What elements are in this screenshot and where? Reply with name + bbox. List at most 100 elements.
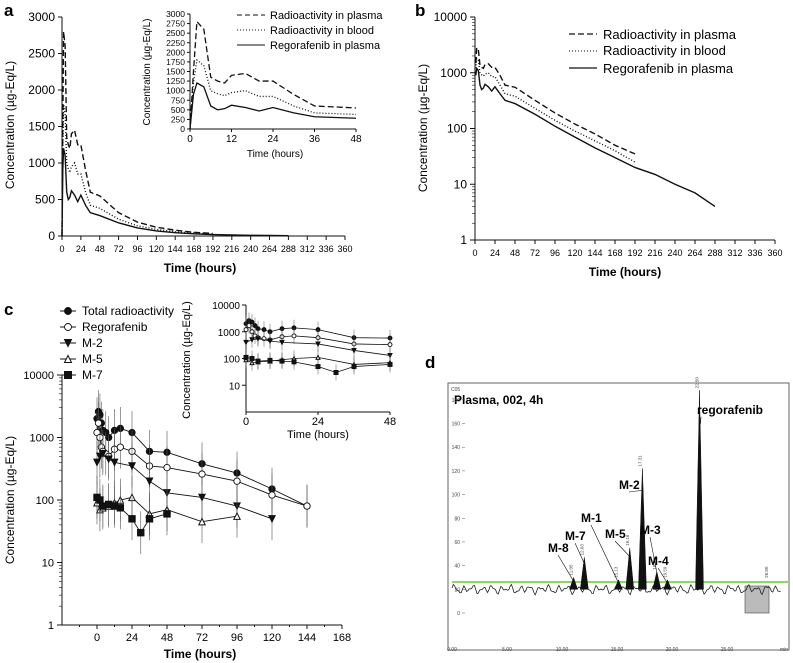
x-tick-label: 48 (510, 248, 520, 258)
panel-c-xlabel: Time (hours) (164, 647, 236, 661)
data-point (92, 458, 102, 467)
peak-leader-line (657, 567, 669, 585)
legend-c-m5-label: M-5 (82, 352, 103, 366)
inset-y-tick-label: 2250 (166, 38, 185, 48)
data-point (104, 455, 113, 464)
peak-M-3 (652, 571, 662, 590)
data-point (163, 463, 171, 472)
inset-data-point (315, 364, 321, 370)
y-tick-label: 500 (35, 193, 55, 207)
x-tick-label: 72 (114, 244, 124, 254)
data-point (116, 504, 125, 512)
inset-y-tick-label: 2500 (166, 28, 185, 38)
inset-y-tick-label: 1250 (166, 76, 185, 86)
x-tick-label: 240 (243, 244, 258, 254)
x-tick-label: 120 (567, 248, 582, 258)
inset-data-point (351, 347, 357, 354)
legend-b-plasma-label: Radioactivity in plasma (603, 27, 737, 42)
y-tick-label: 1000 (440, 66, 467, 80)
panel-b-legend: Radioactivity in plasma Radioactivity in… (569, 27, 737, 76)
inset-x-tick-label: 0 (243, 416, 249, 428)
inset-data-point (255, 336, 261, 342)
panel-d-x-ticks: 0.00 5.00 10.00 15.00 20.00 25.00 (447, 647, 733, 653)
panel-a-inset-x-ticks: 0 12 24 36 48 (187, 129, 362, 145)
inset-data-point (243, 327, 249, 333)
inset-y-tick-label: 1750 (166, 57, 185, 67)
inset-data-point (291, 333, 297, 339)
peak-label-M-3: M-3 (640, 523, 661, 537)
inset-data-point (246, 323, 252, 329)
data-point (98, 450, 107, 459)
peak-rt-label: 19.59 (662, 566, 667, 578)
inset-x-tick-label: 12 (226, 134, 238, 145)
inset-data-point (333, 369, 339, 375)
inset-data-point (387, 361, 393, 367)
x-tick-label: 72 (196, 632, 208, 644)
inset-y-tick-label: 0 (180, 124, 185, 134)
panel-c-x-ticks: 0 24 48 72 96 120 144 168 (79, 625, 351, 644)
x-tick-label: 336 (747, 248, 762, 258)
x-tick-label: 192 (627, 248, 642, 258)
panel-c-inset-xlabel: Time (hours) (287, 429, 349, 441)
inset-data-point (249, 319, 255, 325)
data-point (163, 510, 171, 518)
panel-a: a 0 24 48 72 96 120 144 168 192 216 240 264 288 312 33… (3, 1, 383, 275)
inset-y-tick-label: 2000 (166, 47, 185, 57)
d-y-tick-label: 140 (452, 445, 461, 451)
peak-rt-label: 17.31 (637, 455, 642, 467)
peak-leader-line (574, 542, 586, 566)
panel-a-xlabel: Time (hours) (164, 261, 236, 275)
legend-c-m7-label: M-7 (82, 368, 103, 382)
panel-b-series (475, 46, 716, 208)
peak-regorafenib (695, 390, 704, 590)
inset-x-tick-label: 0 (187, 134, 193, 145)
d-y-tick-label: 80 (454, 516, 460, 522)
peak-leader-line (590, 524, 620, 585)
y-tick-label: 1 (460, 233, 467, 247)
inset-series-line-0 (189, 20, 357, 130)
inset-y-tick-label: 250 (171, 114, 185, 124)
peak-label-M-8: M-8 (548, 541, 569, 555)
panel-d-frame (447, 382, 790, 651)
inset-data-point (243, 339, 249, 346)
inset-y-tick-label: 10000 (212, 301, 240, 312)
data-point (128, 515, 136, 523)
panel-c-inset-x-ticks: 0 24 48 (243, 412, 396, 428)
legend-c-total-label: Total radioactivity (82, 304, 174, 318)
x-tick-label: 240 (667, 248, 682, 258)
x-tick-label: 360 (767, 248, 782, 258)
series-line-1 (61, 104, 213, 237)
inset-y-tick-label: 100 (223, 355, 240, 366)
panel-c-inset: 0 24 48 10 100 1000 10000 Time (hours) Concen… (181, 301, 396, 441)
x-tick-label: 288 (707, 248, 722, 258)
data-point (145, 477, 154, 486)
data-point (110, 458, 119, 467)
y-tick-label: 100 (447, 122, 467, 136)
inset-data-point (243, 354, 249, 360)
inset-y-tick-label: 750 (171, 95, 185, 105)
y-tick-label: 10 (454, 177, 468, 191)
inset-x-tick-label: 48 (350, 134, 362, 145)
data-point (145, 515, 154, 523)
data-point (127, 462, 137, 471)
x-tick-label: 288 (281, 244, 296, 254)
x-tick-label: 120 (149, 244, 164, 254)
x-tick-label: 192 (205, 244, 220, 254)
x-tick-label: 216 (647, 248, 662, 258)
peak-rt-label: 15.13 (613, 566, 618, 578)
inset-data-point (252, 323, 258, 329)
d-y-tick-label: 180 (452, 398, 461, 404)
peak-M-1 (614, 579, 623, 590)
x-tick-label: 24 (490, 248, 500, 258)
panel-a-y-ticks: 0 500 1000 1500 2000 2500 3000 (28, 10, 62, 243)
x-tick-label: 24 (126, 632, 138, 644)
peak-leader-line (700, 416, 702, 424)
d-y-tick-label: 60 (454, 540, 460, 546)
y-tick-label: 2500 (28, 47, 55, 61)
panel-d-header: C05 (451, 387, 460, 393)
x-tick-label: 0 (59, 244, 64, 254)
x-tick-label: 72 (530, 248, 540, 258)
d-y-tick-label: 100 (452, 493, 461, 499)
